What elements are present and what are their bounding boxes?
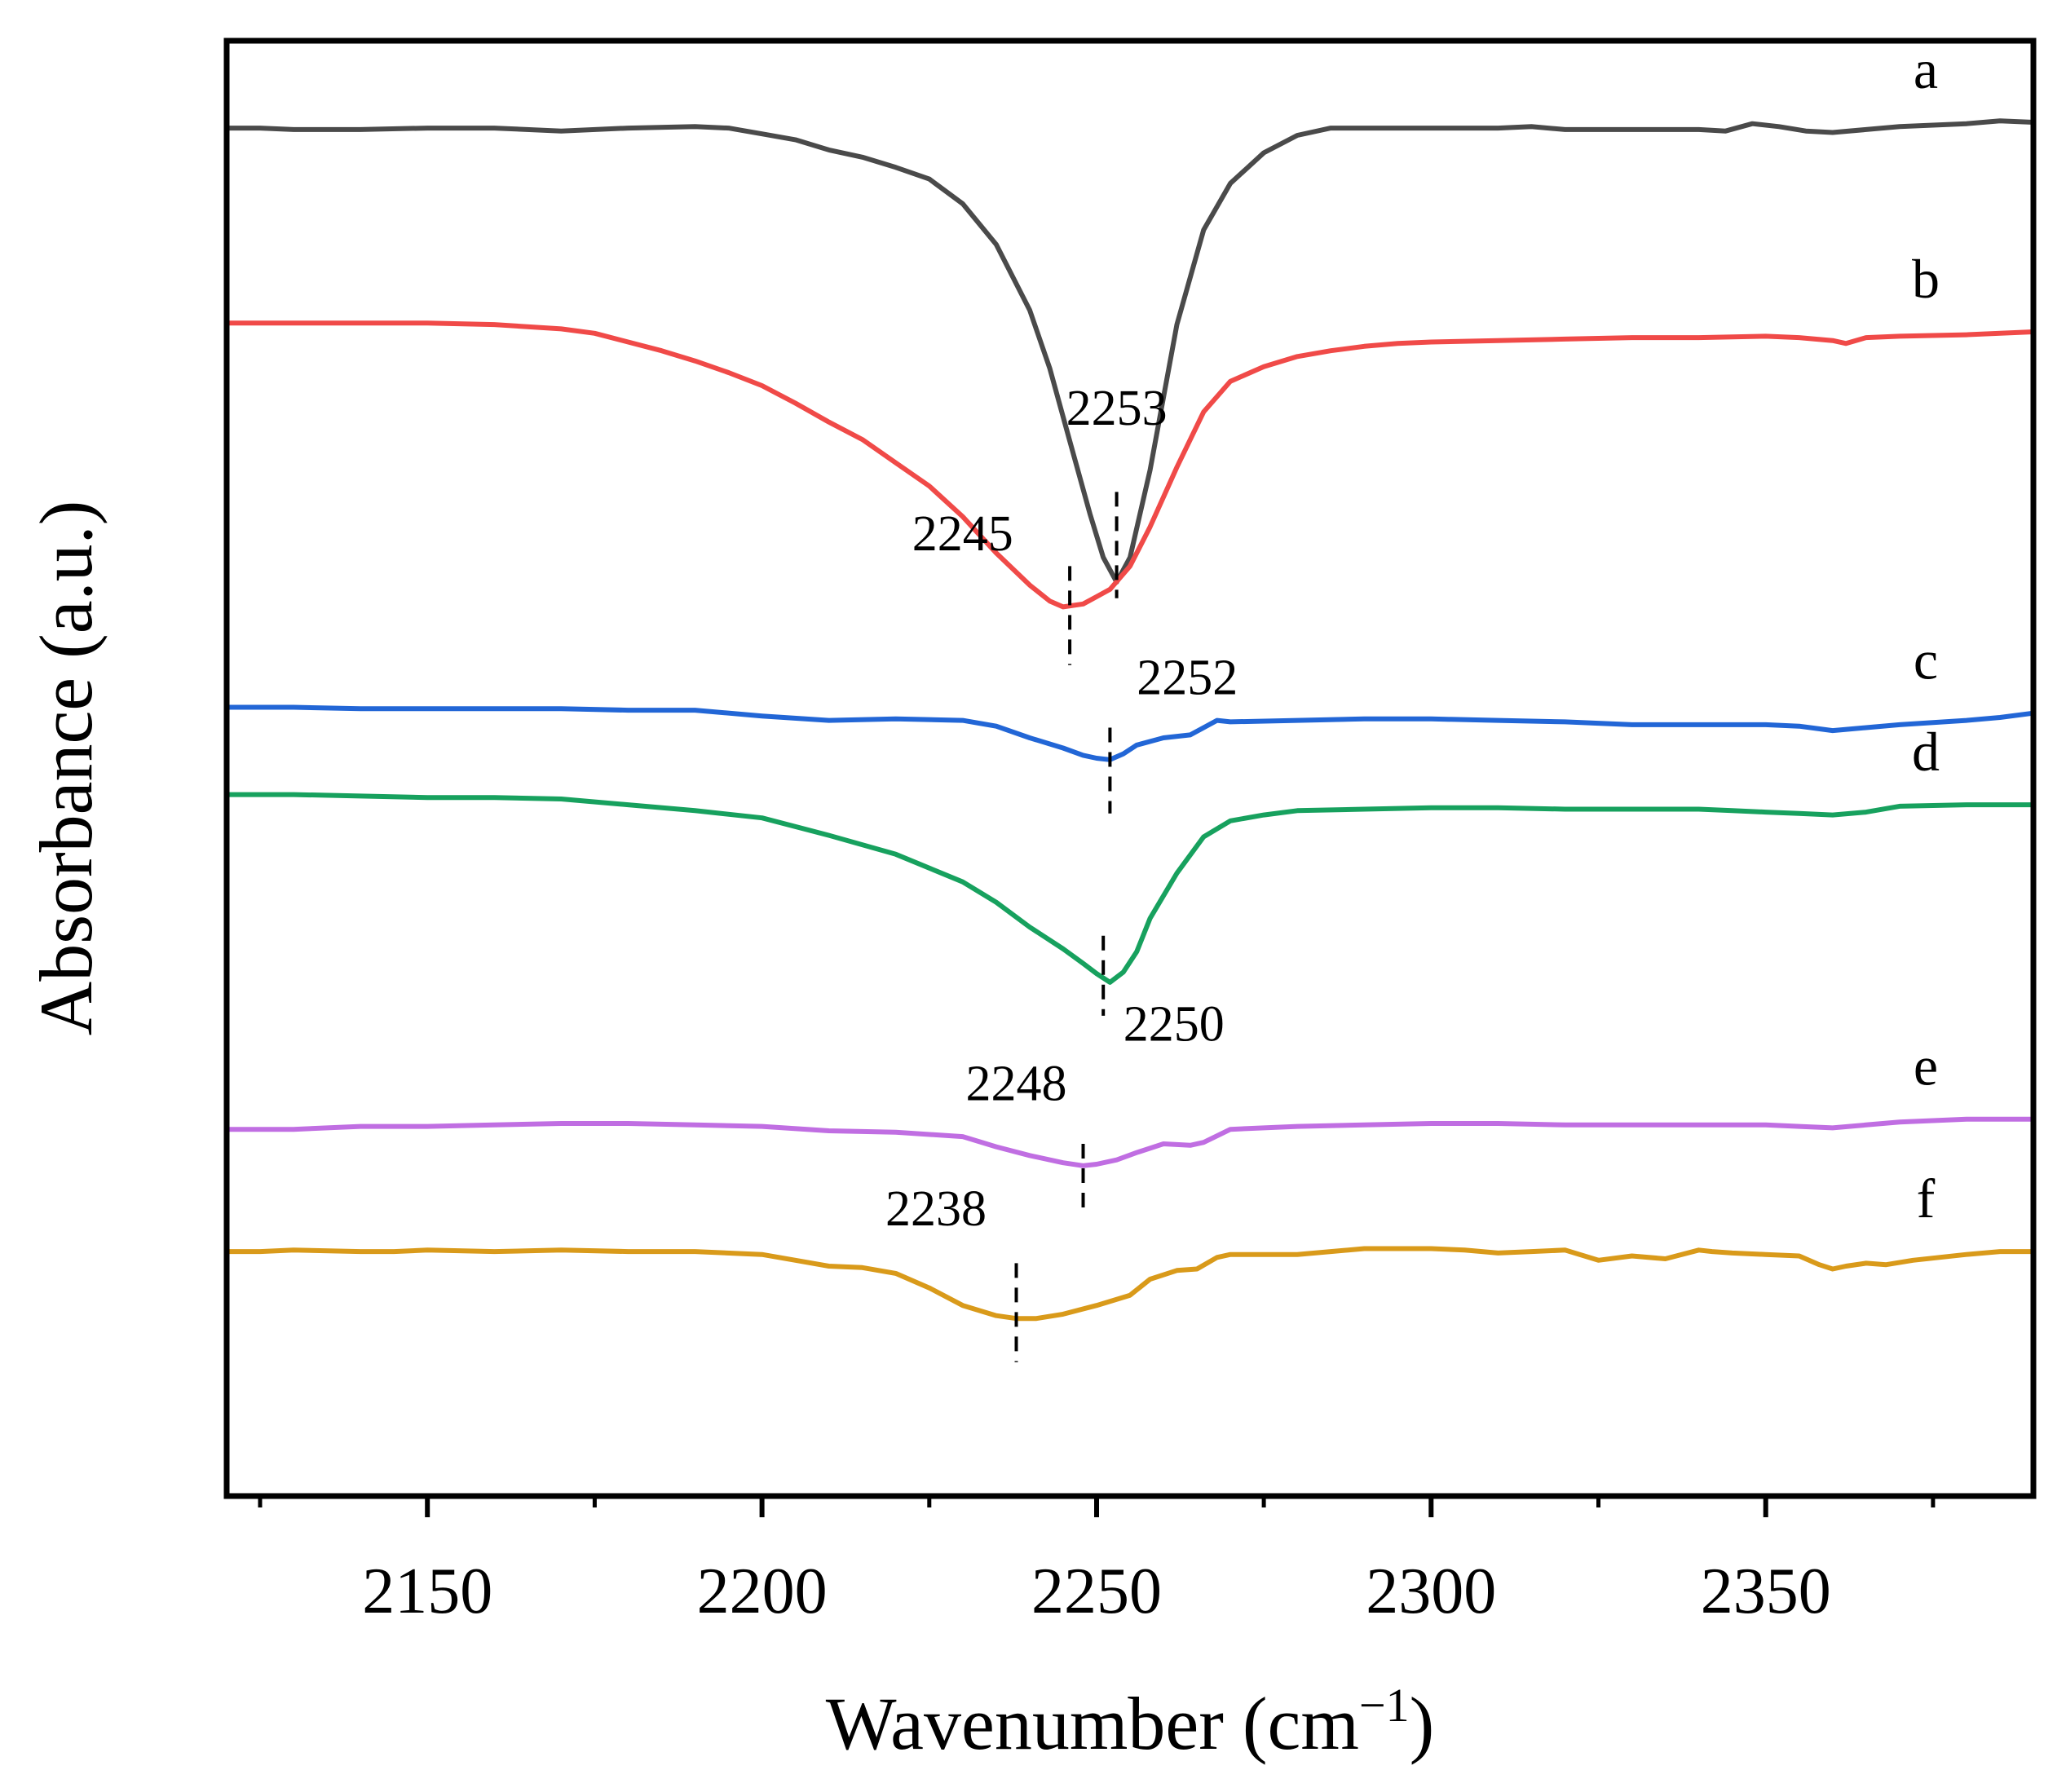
x-tick-label-2150: 2150 xyxy=(362,1556,492,1627)
peak-label-2245: 2245 xyxy=(912,506,1013,562)
series-line-f xyxy=(224,1246,2036,1322)
x-axis-ticks: 2150 2200 2250 2300 2350 xyxy=(258,1496,1936,1627)
series-line-e xyxy=(224,1116,2036,1168)
series-line-a xyxy=(224,118,2036,585)
y-axis-title: Absorbance (a.u.) xyxy=(24,501,108,1036)
series-label-d: d xyxy=(1912,721,1940,783)
x-axis-title: Wavenumber (cm−1) xyxy=(826,1679,1435,1765)
peak-label-2250: 2250 xyxy=(1123,996,1225,1052)
peak-label-2252: 2252 xyxy=(1137,651,1238,706)
x-tick-label-2200: 2200 xyxy=(697,1556,828,1627)
x-tick-label-2300: 2300 xyxy=(1366,1556,1496,1627)
series-label-a: a xyxy=(1914,38,1938,100)
series-label-group: a b cd e f xyxy=(1912,38,1940,1229)
series-label-b: b xyxy=(1912,248,1940,310)
series-line-c xyxy=(224,704,2036,762)
x-axis-title-close: ) xyxy=(1410,1682,1435,1765)
series-label-e: e xyxy=(1914,1035,1938,1097)
peak-label-2253: 2253 xyxy=(1066,381,1168,436)
peak-label-2238: 2238 xyxy=(885,1181,987,1237)
x-tick-label-2350: 2350 xyxy=(1701,1556,1831,1627)
series-line-d xyxy=(224,792,2036,985)
series-line-b xyxy=(224,320,2036,610)
x-tick-label-2250: 2250 xyxy=(1031,1556,1162,1627)
series-group xyxy=(224,118,2036,1322)
series-label-f: f xyxy=(1917,1167,1936,1229)
x-axis-title-superscript: −1 xyxy=(1359,1679,1410,1732)
series-label-c: c xyxy=(1914,629,1938,691)
peak-label-2248: 2248 xyxy=(966,1057,1067,1112)
annotation-group: 2253 2245 2252 2250 2248 2238 xyxy=(885,381,1238,1362)
x-axis-title-text: Wavenumber (cm xyxy=(826,1682,1359,1765)
plot-frame xyxy=(223,38,2037,1499)
